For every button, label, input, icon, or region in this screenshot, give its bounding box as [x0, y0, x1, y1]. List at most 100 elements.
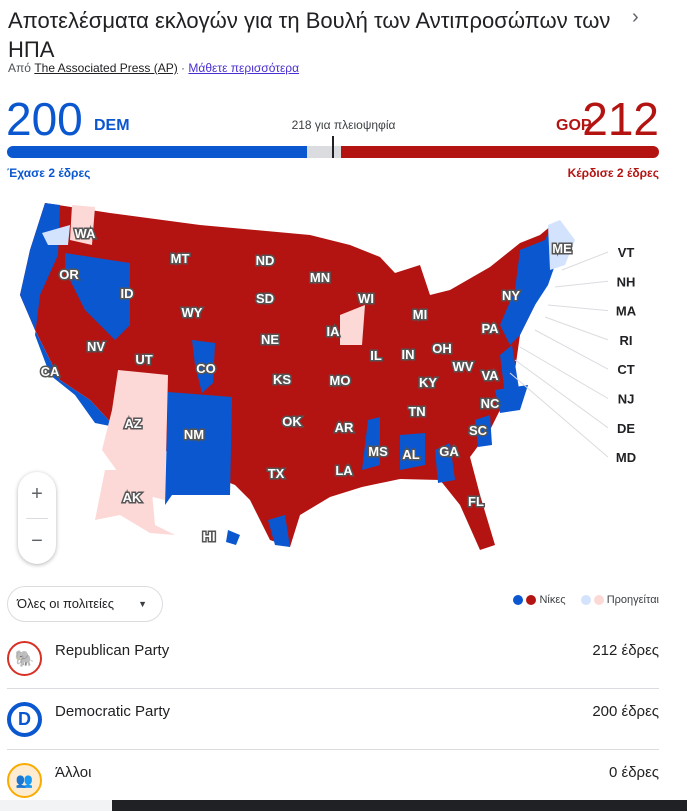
zoom-in-button[interactable]: +	[31, 483, 43, 505]
state-label-ky[interactable]: KY	[417, 374, 438, 392]
state-label-wa[interactable]: WA	[73, 225, 98, 243]
source-link[interactable]: The Associated Press (AP)	[34, 61, 178, 75]
state-label-pa[interactable]: PA	[480, 320, 501, 338]
sc-dem	[475, 415, 492, 447]
nm-dem	[165, 392, 232, 505]
state-label-hi[interactable]: HI	[201, 528, 217, 546]
state-label-mn[interactable]: MN	[308, 269, 331, 287]
dem-change: Έχασε 2 έδρες	[7, 166, 91, 180]
state-label-il[interactable]: IL	[369, 347, 384, 365]
map-shapes	[20, 203, 575, 550]
callout-label-md[interactable]: MD	[616, 450, 636, 465]
nc-dem	[495, 385, 528, 413]
learn-more-link[interactable]: Μάθετε περισσότερα	[188, 61, 300, 75]
state-label-wy[interactable]: WY	[180, 304, 204, 322]
callout-line-de	[514, 359, 609, 429]
state-label-fl[interactable]: FL	[467, 493, 486, 511]
state-label-mo[interactable]: MO	[328, 372, 352, 390]
state-label-id[interactable]: ID	[119, 285, 135, 303]
us-house-map[interactable]: WA OR ID MT WY ND SD NE MN WI MI IA IL IN OH PA NY NV UT CO…	[0, 195, 687, 565]
northeast-dem	[500, 225, 562, 345]
gop-seat-count: 212	[582, 93, 659, 145]
nv-dem	[65, 253, 130, 340]
state-label-nm[interactable]: NM	[182, 426, 205, 444]
state-label-ny[interactable]: NY	[500, 287, 521, 305]
callout-label-nj[interactable]: NJ	[618, 392, 635, 407]
state-label-mt[interactable]: MT	[169, 250, 191, 268]
state-filter-value: Όλες οι πολιτείες	[17, 596, 115, 611]
state-label-tn[interactable]: TN	[407, 403, 427, 421]
dem-label: DEM	[94, 117, 130, 134]
party-row-democratic[interactable]: D Democratic Party 200 έδρες	[7, 689, 659, 750]
elephant-icon: 🐘	[7, 641, 42, 676]
gop-bar-fill	[341, 146, 659, 158]
state-label-az[interactable]: AZ	[123, 415, 143, 433]
state-label-ca[interactable]: CA	[39, 363, 61, 381]
co-dem	[192, 340, 215, 393]
state-label-wi[interactable]: WI	[357, 290, 376, 308]
ak-lead	[95, 470, 175, 535]
state-label-ar[interactable]: AR	[333, 419, 355, 437]
wa-lead-gop	[70, 205, 95, 245]
state-label-ne[interactable]: NE	[259, 331, 280, 349]
taskbar-blank	[0, 800, 112, 811]
state-label-mi[interactable]: MI	[411, 306, 428, 324]
west-coast-dem	[20, 203, 115, 427]
ga-dem	[435, 443, 455, 483]
callout-label-de[interactable]: DE	[617, 421, 635, 436]
wa-lead-dem	[42, 225, 70, 245]
callout-label-vt[interactable]: VT	[618, 245, 635, 260]
state-label-tx[interactable]: TX	[266, 465, 286, 483]
state-label-ms[interactable]: MS	[367, 443, 390, 461]
small-state-callouts: VT NH MA RI CT NJ DE MD	[509, 245, 637, 465]
me-lead	[548, 220, 575, 270]
state-label-ia[interactable]: IA	[325, 323, 342, 341]
state-label-va[interactable]: VA	[480, 367, 501, 385]
state-labels: WA OR ID MT WY ND SD NE MN WI MI IA IL IN OH PA NY NV UT CO…	[39, 225, 574, 546]
dropdown-arrow-icon: ▼	[138, 599, 147, 609]
map-legend: Νίκες Προηγείται	[513, 594, 659, 606]
state-label-nv[interactable]: NV	[85, 338, 106, 356]
state-label-or[interactable]: OR	[58, 266, 81, 284]
taskbar	[0, 800, 687, 811]
gop-change: Κέρδισε 2 έδρες	[567, 166, 659, 180]
state-label-wv[interactable]: WV	[451, 358, 475, 376]
gop-label: GOP	[556, 117, 592, 134]
callout-label-ma[interactable]: MA	[616, 304, 637, 319]
state-label-ga[interactable]: GA	[438, 443, 461, 461]
zoom-out-button[interactable]: −	[31, 530, 43, 552]
callout-label-ct[interactable]: CT	[617, 362, 634, 377]
state-label-la[interactable]: LA	[334, 462, 355, 480]
chevron-right-icon[interactable]: ›	[632, 6, 639, 28]
state-label-sc[interactable]: SC	[467, 422, 489, 440]
state-label-ks[interactable]: KS	[271, 371, 292, 389]
callout-line-md	[509, 372, 609, 458]
ms-dem	[362, 417, 380, 470]
callout-line-ct	[534, 329, 609, 370]
state-label-co[interactable]: CO	[195, 360, 218, 378]
party-name: Republican Party	[55, 642, 170, 659]
party-name: Democratic Party	[55, 703, 171, 720]
state-filter-dropdown[interactable]: Όλες οι πολιτείες ▼	[7, 586, 163, 622]
source-prefix: Από	[8, 61, 31, 75]
state-label-oh[interactable]: OH	[431, 340, 454, 358]
party-row-republican[interactable]: 🐘 Republican Party 212 έδρες	[7, 628, 659, 689]
party-seats: 212 έδρες	[592, 642, 659, 659]
party-row-others[interactable]: 👥 Άλλοι 0 έδρες	[7, 750, 659, 811]
callout-label-nh[interactable]: NH	[617, 274, 636, 289]
state-label-sd[interactable]: SD	[254, 290, 275, 308]
state-label-ut[interactable]: UT	[134, 351, 154, 369]
state-label-ak[interactable]: AK	[121, 489, 143, 507]
gop-lead-swatch	[593, 595, 604, 605]
state-label-al[interactable]: AL	[401, 446, 421, 464]
callout-line-ri	[544, 316, 609, 341]
state-label-ok[interactable]: OK	[281, 413, 304, 431]
hi-dem	[226, 530, 240, 545]
callout-label-ri[interactable]: RI	[620, 333, 633, 348]
state-label-nc[interactable]: NC	[479, 395, 501, 413]
majority-marker	[332, 136, 334, 158]
dem-seat-count: 200	[6, 93, 83, 145]
state-label-me[interactable]: ME	[551, 240, 574, 258]
state-label-nd[interactable]: ND	[254, 252, 276, 270]
state-label-in[interactable]: IN	[400, 346, 416, 364]
